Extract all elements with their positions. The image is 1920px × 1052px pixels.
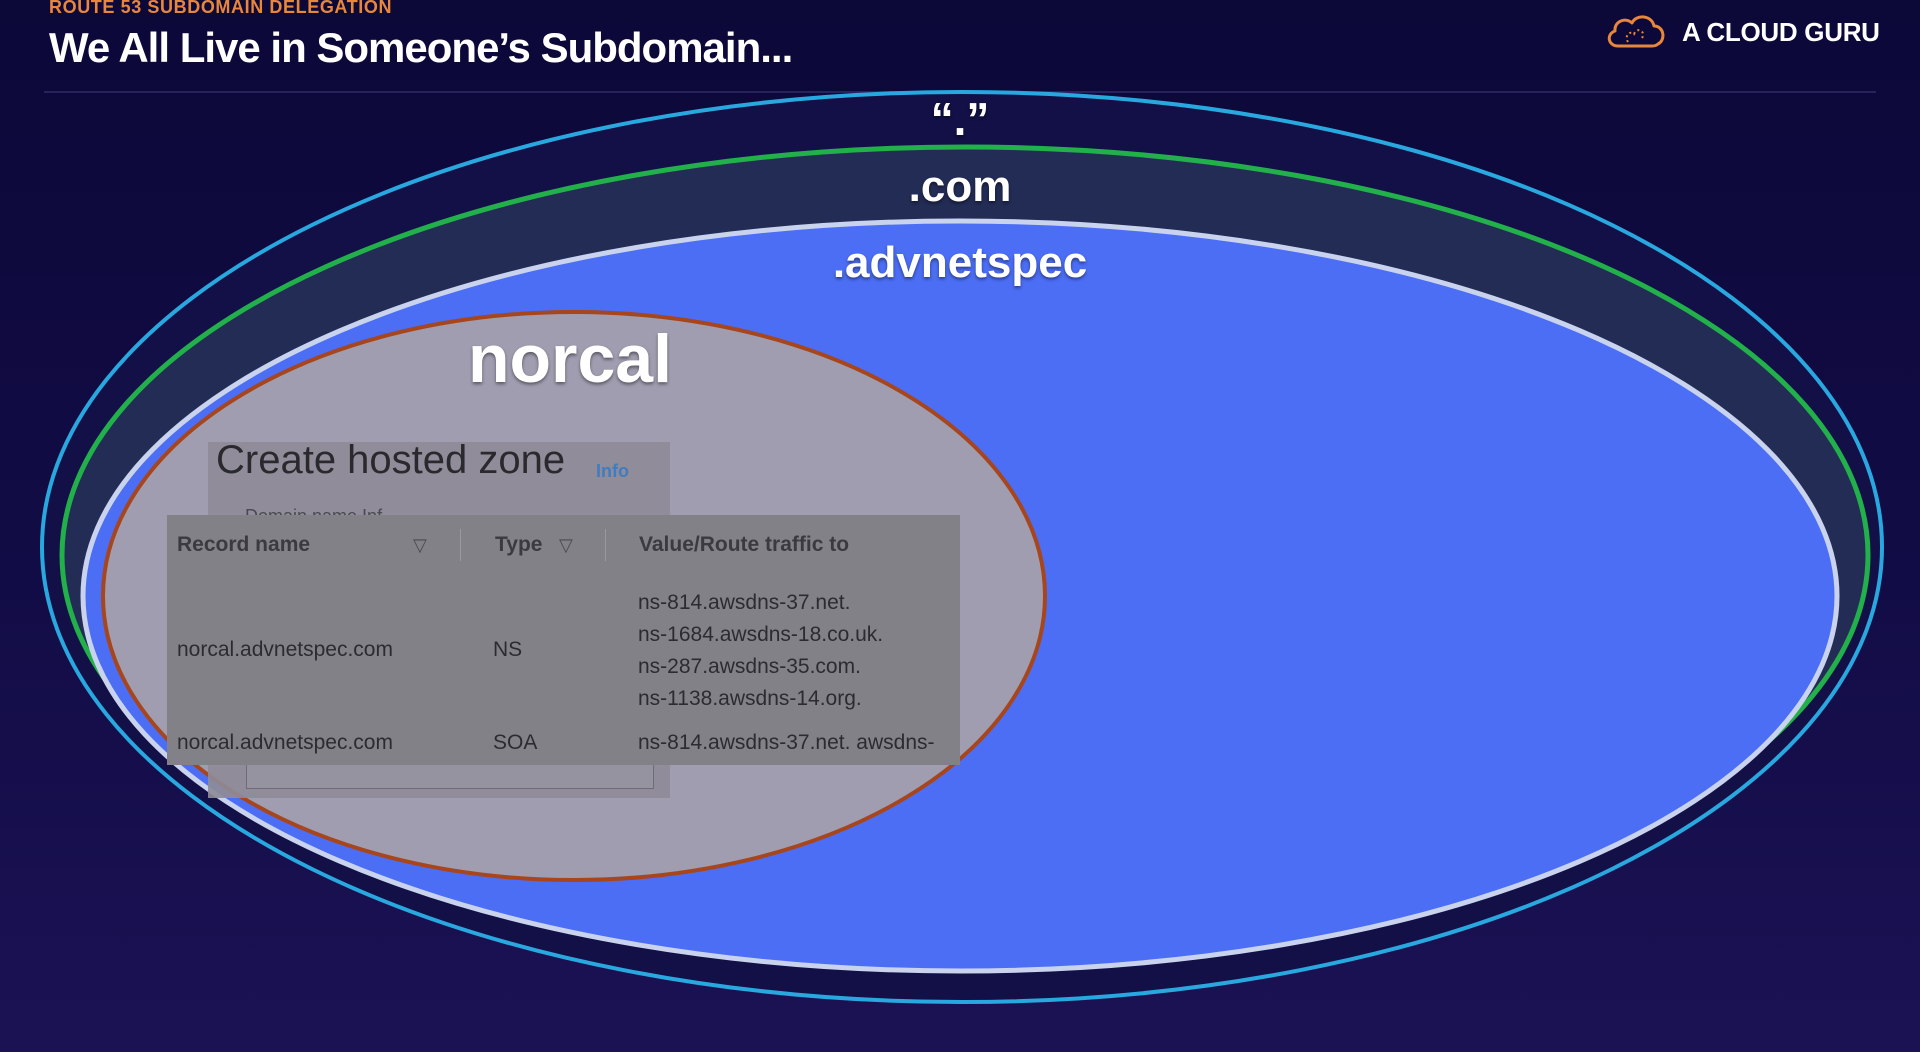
records-table-header: Record name ▽ Type ▽ Value/Route traffic… xyxy=(167,515,960,573)
cloud-logo-icon xyxy=(1607,15,1665,48)
record-type-cell: SOA xyxy=(493,731,538,754)
info-link[interactable]: Info xyxy=(596,461,629,481)
ns-value: ns-1684.awsdns-18.co.uk. xyxy=(638,623,884,646)
root-zone-label: “.” xyxy=(930,93,990,145)
column-header-record-name[interactable]: Record name xyxy=(177,533,311,556)
record-name-filter-icon[interactable]: ▽ xyxy=(413,535,427,555)
brand-name: A CLOUD GURU xyxy=(1682,16,1880,47)
slide-eyebrow: ROUTE 53 SUBDOMAIN DELEGATION xyxy=(49,0,393,17)
ns-value: ns-1138.awsdns-14.org. xyxy=(638,687,862,710)
record-value-cell: ns-814.awsdns-37.net. ns-1684.awsdns-18.… xyxy=(638,587,883,715)
advnetspec-zone-label: .advnetspec xyxy=(832,238,1088,287)
column-divider xyxy=(460,529,461,561)
record-name-cell: norcal.advnetspec.com xyxy=(177,638,393,661)
type-filter-icon[interactable]: ▽ xyxy=(559,535,573,555)
slide-title: We All Live in Someone’s Subdomain... xyxy=(49,24,793,71)
record-name-cell: norcal.advnetspec.com xyxy=(177,731,393,754)
com-zone-label: .com xyxy=(908,162,1012,211)
norcal-zone-label: norcal xyxy=(467,321,673,397)
record-value-cell: ns-814.awsdns-37.net. awsdns- xyxy=(638,731,935,754)
column-header-value[interactable]: Value/Route traffic to xyxy=(639,533,850,556)
column-header-type[interactable]: Type xyxy=(495,533,543,556)
ns-value: ns-814.awsdns-37.net. xyxy=(638,591,851,614)
record-type-cell: NS xyxy=(493,638,523,661)
console-title: Create hosted zone xyxy=(216,438,566,482)
ns-value: ns-287.awsdns-35.com. xyxy=(638,655,861,678)
brand-logo: A CLOUD GURU xyxy=(1604,8,1880,56)
records-table: Record name ▽ Type ▽ Value/Route traffic… xyxy=(167,515,960,765)
domain-name-input[interactable] xyxy=(246,763,654,789)
column-divider xyxy=(605,529,606,561)
